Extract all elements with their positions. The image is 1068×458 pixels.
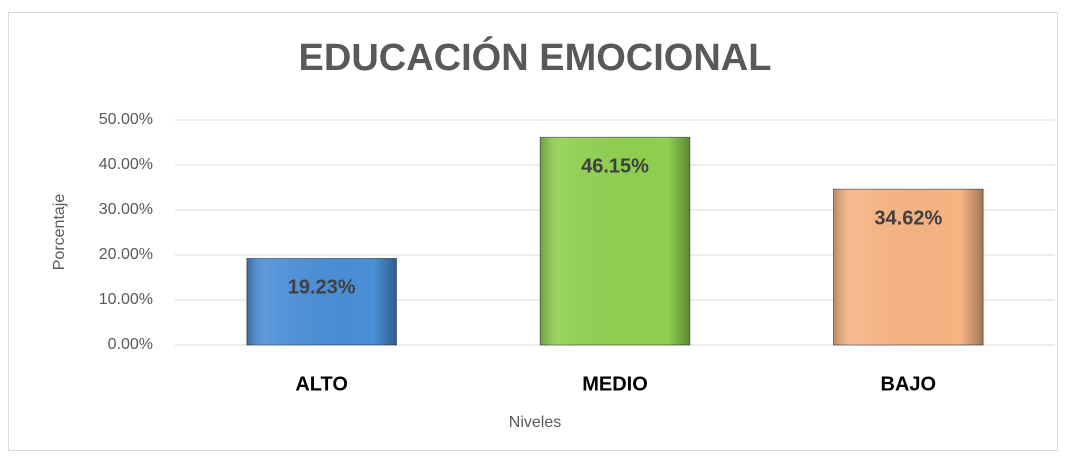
y-tick-label: 0.00% bbox=[108, 336, 153, 353]
data-label: 46.15% bbox=[581, 156, 649, 178]
y-axis-label: Porcentaje bbox=[51, 194, 68, 271]
y-tick-label: 30.00% bbox=[99, 201, 153, 218]
data-label: 34.62% bbox=[874, 207, 942, 229]
y-tick-label: 10.00% bbox=[99, 291, 153, 308]
y-tick-label: 40.00% bbox=[99, 156, 153, 173]
y-tick-label: 20.00% bbox=[99, 246, 153, 263]
bar bbox=[246, 257, 397, 346]
data-label: 19.23% bbox=[288, 277, 356, 299]
x-tick-label: MEDIO bbox=[582, 373, 648, 395]
y-tick-label: 50.00% bbox=[99, 111, 153, 128]
x-tick-label: BAJO bbox=[881, 373, 937, 395]
x-axis-label: Niveles bbox=[509, 414, 561, 431]
x-tick-label: ALTO bbox=[295, 373, 348, 395]
chart-title: EDUCACIÓN EMOCIONAL bbox=[299, 35, 772, 79]
